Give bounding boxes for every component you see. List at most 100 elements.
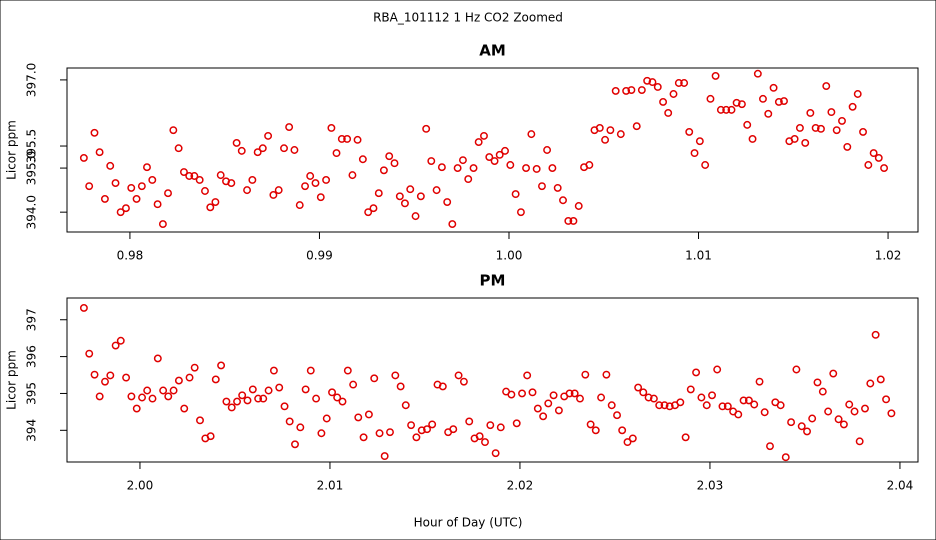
data-point [386, 428, 394, 437]
data-point [523, 371, 532, 380]
data-point [527, 130, 536, 139]
data-point [744, 396, 753, 405]
data-point [801, 138, 810, 147]
data-point [100, 194, 109, 203]
data-point [364, 410, 373, 419]
data-point [374, 189, 383, 198]
data-point [317, 429, 326, 438]
data-point [569, 217, 578, 225]
data-point [674, 79, 683, 87]
data-point [737, 100, 746, 109]
data-point [601, 135, 610, 144]
data-point [485, 153, 494, 162]
data-point [518, 389, 526, 398]
data-point [795, 124, 804, 132]
data-point [127, 183, 136, 192]
data-point [627, 86, 636, 94]
data-point [79, 153, 88, 162]
data-point [406, 185, 415, 194]
data-point [190, 363, 199, 372]
data-point [322, 176, 331, 184]
y-tick-label: 397.0 [25, 63, 39, 97]
data-point [834, 415, 843, 424]
data-point [869, 149, 878, 158]
data-point [248, 176, 257, 184]
data-point [158, 220, 167, 229]
data-point [803, 427, 811, 436]
data-point [639, 388, 648, 397]
data-point [732, 98, 741, 107]
data-point [475, 432, 484, 441]
data-point [169, 386, 178, 395]
data-point [618, 426, 627, 435]
data-point [680, 79, 689, 87]
data-point [400, 199, 409, 208]
data-point [634, 383, 643, 392]
data-point [438, 382, 447, 391]
data-point [564, 217, 573, 225]
data-point [734, 410, 743, 419]
data-point [90, 370, 99, 379]
data-point [391, 371, 400, 380]
data-point [806, 109, 815, 117]
data-point [469, 164, 478, 173]
data-point [643, 76, 652, 85]
data-point [539, 412, 548, 421]
data-point [185, 373, 194, 382]
data-point [790, 135, 799, 143]
data-point [723, 402, 732, 411]
data-point [295, 201, 304, 210]
y-tick-label: 395 [25, 382, 39, 405]
data-point [474, 138, 483, 147]
data-point [597, 393, 606, 402]
data-point [85, 349, 94, 358]
data-point [664, 109, 673, 117]
data-point [111, 341, 120, 350]
data-point [532, 165, 541, 173]
data-point [512, 419, 521, 428]
data-point [179, 168, 188, 176]
data-point [101, 377, 109, 386]
data-point [628, 434, 637, 443]
data-point [174, 144, 183, 153]
data-point [855, 437, 864, 446]
data-point [95, 148, 104, 157]
data-point [692, 368, 701, 377]
data-point [595, 124, 604, 132]
data-point [713, 365, 722, 374]
data-point [407, 421, 416, 430]
data-point [792, 365, 801, 374]
data-point [137, 182, 146, 191]
x-tick-label: 1.02 [875, 249, 902, 263]
y-axis-label: Licor ppm [5, 120, 19, 180]
data-point [495, 150, 504, 159]
x-tick-label: 2.02 [507, 479, 534, 493]
data-point [206, 432, 215, 441]
data-point [459, 377, 468, 386]
data-point [227, 403, 236, 412]
data-point [780, 97, 788, 106]
data-point [548, 164, 557, 173]
data-point [337, 135, 346, 143]
data-point [306, 366, 315, 375]
data-point [238, 391, 247, 400]
x-tick-label: 1.00 [496, 249, 523, 263]
data-point [164, 189, 172, 198]
data-point [259, 394, 268, 403]
data-point [443, 198, 452, 206]
data-point [448, 220, 457, 229]
data-point [861, 404, 869, 413]
data-point [864, 161, 873, 169]
data-point [306, 172, 315, 180]
data-point [669, 90, 678, 98]
data-point [824, 407, 833, 416]
data-point [648, 78, 657, 87]
data-point [195, 176, 204, 184]
data-point [423, 425, 431, 434]
data-point [237, 146, 246, 155]
data-point [258, 144, 267, 153]
data-point [813, 378, 822, 387]
data-point [285, 123, 294, 132]
data-point [185, 172, 194, 180]
